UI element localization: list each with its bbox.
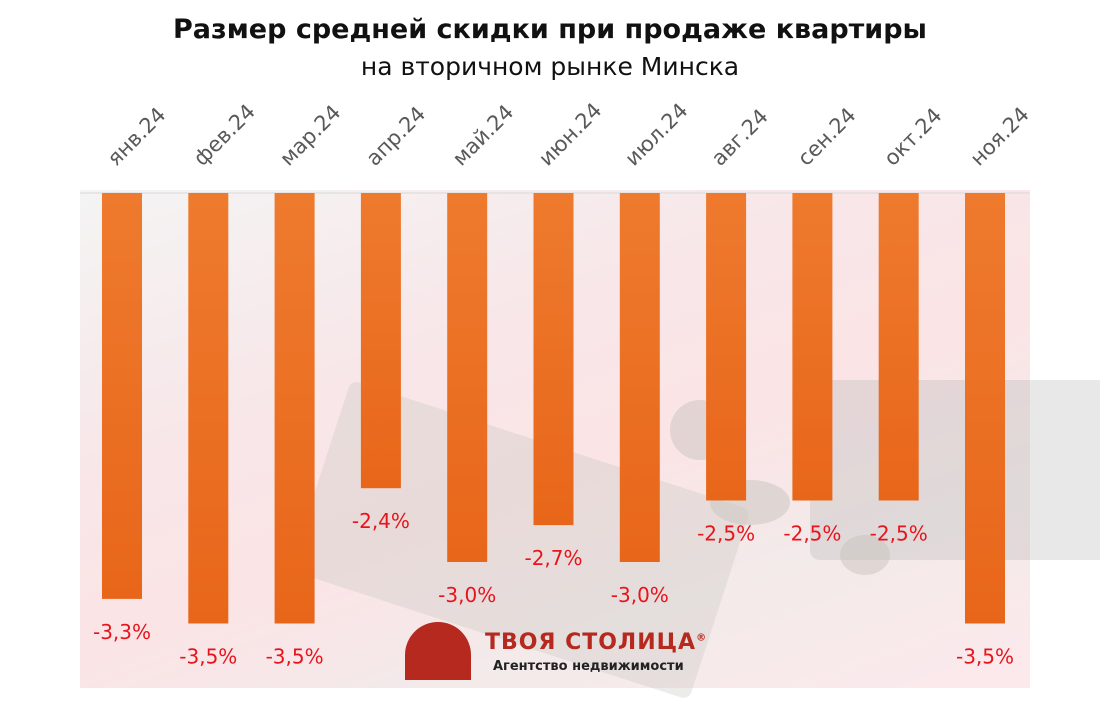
data-label: -3,3% [93, 620, 151, 644]
x-tick-label: ноя.24 [966, 102, 1034, 170]
data-label: -3,0% [611, 583, 669, 607]
bar-апр.24 [360, 193, 401, 489]
data-label: -3,5% [179, 645, 237, 669]
logo-name: ТВОЯ СТОЛИЦА® [485, 630, 708, 655]
data-label: -3,0% [438, 583, 496, 607]
logo-building-icon [405, 622, 471, 680]
data-label: -2,4% [352, 509, 410, 533]
bar-окт.24 [878, 193, 919, 501]
chart-subtitle: на вторичном рынке Минска [360, 52, 740, 81]
x-tick-label: май.24 [448, 100, 519, 171]
data-label: -3,5% [266, 645, 324, 669]
x-tick-label: сен.24 [793, 103, 861, 171]
bar-фев.24 [188, 193, 229, 624]
x-tick-label: июл.24 [620, 98, 692, 170]
x-tick-label: янв.24 [103, 103, 171, 171]
bar-авг.24 [706, 193, 747, 501]
bar-ноя.24 [965, 193, 1005, 624]
data-label: -3,5% [956, 645, 1014, 669]
bar-май.24 [447, 193, 488, 562]
plot-background [80, 190, 1100, 700]
bar-июл.24 [619, 193, 660, 562]
x-tick-label: мар.24 [275, 100, 345, 170]
x-tick-label: авг.24 [707, 104, 773, 170]
x-tick-label: апр.24 [361, 102, 430, 171]
data-label: -2,5% [697, 522, 755, 546]
bar-мар.24 [274, 193, 315, 624]
bar-сен.24 [792, 193, 833, 501]
bar-июн.24 [533, 193, 574, 526]
logo-tagline: Агентство недвижимости [493, 659, 684, 674]
logo: ТВОЯ СТОЛИЦА® Агентство недвижимости [405, 622, 725, 680]
chart-title: Размер средней скидки при продаже кварти… [173, 14, 927, 45]
x-tick-label: фев.24 [189, 99, 260, 170]
x-tick-label: июн.24 [534, 98, 606, 170]
data-label: -2,5% [783, 522, 841, 546]
background-photo-calculator [810, 380, 1100, 560]
data-label: -2,7% [524, 546, 582, 570]
background-coin [840, 535, 890, 575]
x-tick-label: окт.24 [879, 103, 946, 170]
bar-янв.24 [102, 193, 142, 599]
data-label: -2,5% [870, 522, 928, 546]
